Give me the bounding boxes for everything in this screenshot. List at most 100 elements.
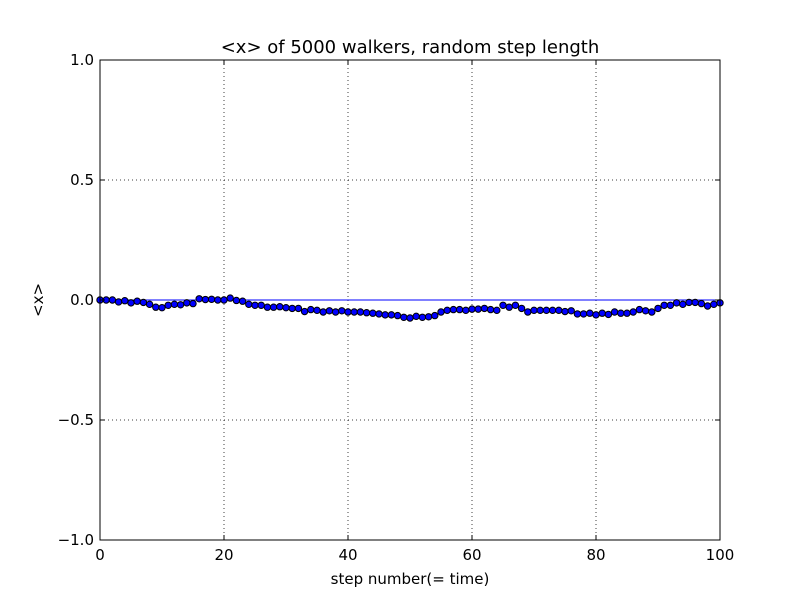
data-point [139, 298, 148, 307]
x-tick-label: 100 [706, 546, 735, 564]
y-tick-label: 1.0 [70, 51, 94, 69]
data-point [183, 299, 191, 307]
data-point [300, 307, 309, 316]
data-point [164, 301, 172, 309]
data-point [232, 296, 241, 305]
data-point [486, 305, 495, 314]
data-point [412, 312, 420, 321]
data-points [96, 294, 724, 322]
data-point [691, 298, 699, 307]
data-point [480, 304, 489, 313]
data-point [654, 304, 662, 313]
data-point [462, 306, 470, 315]
data-point [443, 306, 451, 315]
data-point [214, 296, 222, 304]
data-point [592, 311, 600, 319]
y-tick-label: −0.5 [58, 411, 94, 429]
data-point [672, 299, 681, 307]
axis-ticks [99, 59, 721, 541]
y-tick-label: −1.0 [58, 531, 94, 549]
data-point [245, 300, 253, 309]
data-point [400, 313, 408, 321]
x-tick-label: 20 [214, 546, 233, 564]
data-point [499, 301, 507, 309]
data-point [114, 298, 123, 306]
data-point [189, 299, 197, 308]
data-point [356, 308, 365, 316]
data-point [276, 303, 284, 311]
data-point [524, 308, 532, 316]
data-point [158, 303, 166, 312]
data-point [393, 311, 402, 320]
data-point [238, 297, 247, 305]
data-point [641, 307, 650, 315]
data-point [418, 313, 427, 321]
data-point [201, 295, 210, 304]
x-tick-label: 40 [338, 546, 357, 564]
data-point [127, 299, 135, 307]
data-point [369, 309, 377, 317]
data-point [635, 305, 644, 314]
data-point [455, 305, 464, 314]
data-point [307, 305, 315, 314]
data-point [555, 306, 563, 315]
data-point [648, 308, 656, 316]
x-axis-label: step number(= time) [331, 570, 490, 588]
y-axis-label: <x> [29, 283, 47, 317]
y-tick-label: 0.5 [70, 171, 94, 189]
data-point [257, 301, 265, 309]
data-point [449, 305, 458, 314]
data-point [325, 307, 334, 315]
data-point [517, 304, 526, 313]
x-tick-label: 60 [462, 546, 481, 564]
data-point [505, 303, 513, 311]
data-point [375, 310, 383, 318]
data-point [623, 309, 631, 317]
data-point [437, 308, 445, 316]
data-point [387, 311, 396, 319]
data-point [288, 304, 296, 313]
data-point [226, 294, 234, 302]
data-point [121, 297, 129, 305]
x-tick-labels: 0 20 40 60 80 100 [95, 546, 734, 564]
data-point [617, 309, 625, 317]
data-point [530, 306, 538, 315]
chart-title: <x> of 5000 walkers, random step length [221, 37, 600, 58]
data-point [263, 303, 272, 311]
data-point [313, 306, 321, 315]
data-point [108, 296, 117, 304]
data-point [629, 308, 637, 316]
data-point [710, 300, 718, 309]
y-tick-labels: −1.0 −0.5 0.0 0.5 1.0 [58, 51, 94, 549]
data-point [152, 303, 160, 311]
data-point [381, 311, 389, 319]
data-point [176, 301, 185, 309]
data-point [195, 295, 203, 303]
data-point [604, 310, 613, 319]
data-point [344, 308, 352, 316]
data-point [598, 309, 606, 317]
data-point [362, 309, 371, 317]
data-point [610, 308, 619, 316]
data-point [207, 295, 216, 303]
data-point [579, 310, 588, 318]
data-point [679, 300, 687, 309]
data-point [666, 301, 675, 309]
data-point [331, 308, 340, 316]
data-point [282, 303, 290, 312]
data-point [685, 298, 693, 307]
data-point [697, 299, 706, 308]
data-point [338, 307, 346, 315]
data-point [474, 305, 482, 313]
data-point [431, 311, 439, 320]
data-point [573, 310, 582, 318]
data-point [406, 314, 414, 322]
data-point [170, 300, 179, 309]
data-point [220, 296, 228, 304]
x-tick-label: 0 [95, 546, 105, 564]
data-point [561, 307, 569, 316]
data-point [511, 301, 520, 309]
data-point [493, 306, 501, 315]
data-point [294, 304, 303, 313]
